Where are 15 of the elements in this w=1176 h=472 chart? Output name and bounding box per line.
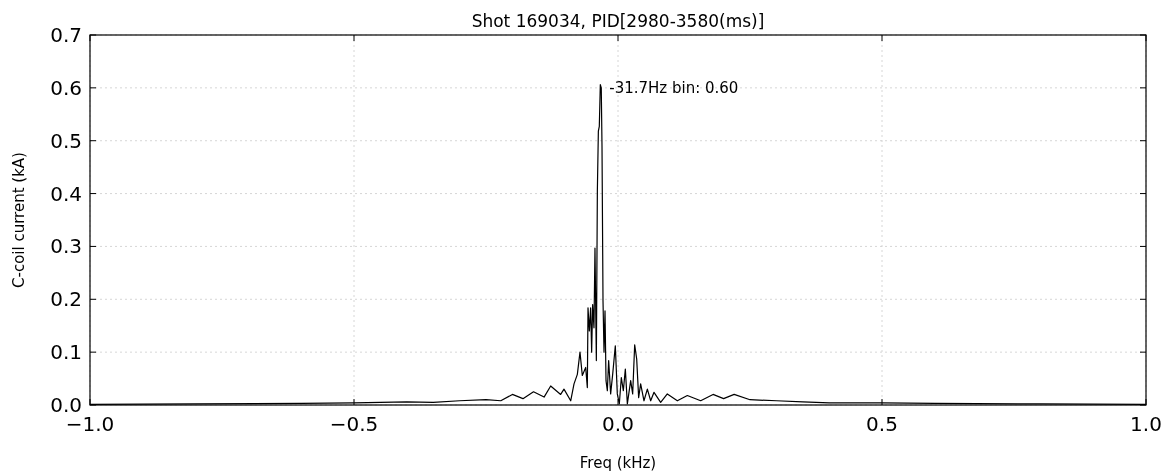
x-tick-label: 0.0 xyxy=(602,412,634,436)
y-tick-label: 0.5 xyxy=(50,128,82,153)
y-tick-label: 0.7 xyxy=(50,23,82,47)
x-axis-title: Freq (kHz) xyxy=(579,454,657,472)
y-tick-label: 0.2 xyxy=(50,287,82,312)
chart-title: Shot 169034, PID[2980-3580(ms)] xyxy=(471,11,765,31)
y-axis-title: C-coil current (kA) xyxy=(10,152,28,288)
y-tick-label: 0.3 xyxy=(50,234,82,259)
x-tick-label: 0.5 xyxy=(866,412,898,436)
y-tick-label: 0.4 xyxy=(50,181,82,206)
x-tick-label: 1.0 xyxy=(1130,412,1162,436)
x-tick-label: −0.5 xyxy=(329,412,379,436)
annotation: -31.7Hz bin: 0.60 xyxy=(609,78,739,97)
y-tick-label: 0.1 xyxy=(50,340,82,365)
y-tick-label: 0.6 xyxy=(50,75,82,100)
